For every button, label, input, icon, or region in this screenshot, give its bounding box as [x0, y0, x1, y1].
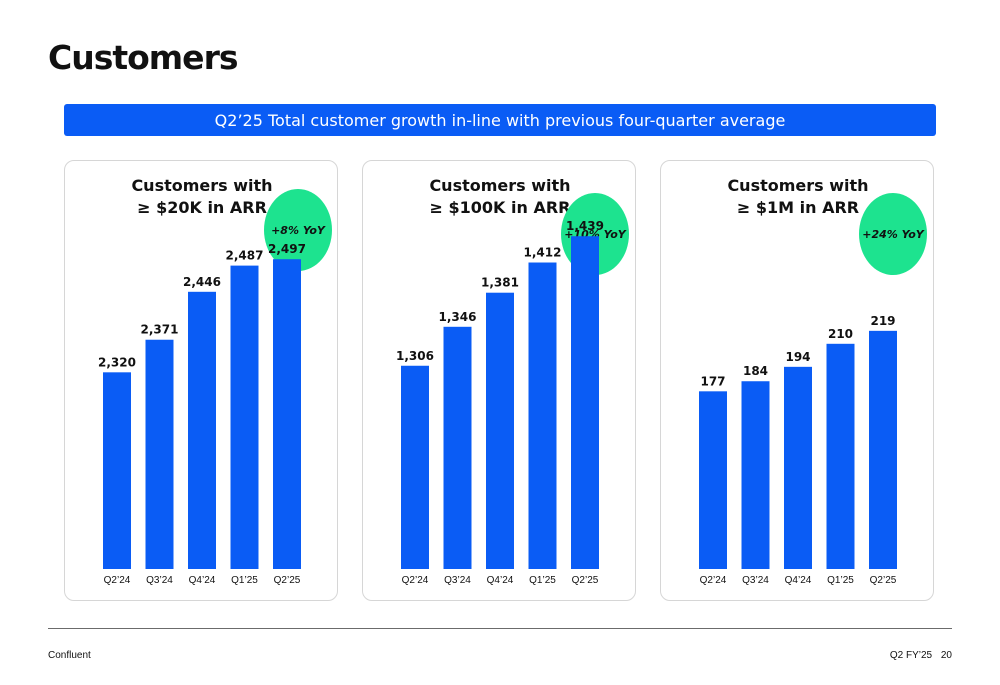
data-label: 2,487 [226, 249, 264, 263]
footer-divider [48, 628, 952, 629]
x-tick-label: Q3’24 [742, 575, 769, 586]
headline-banner: Q2’25 Total customer growth in-line with… [64, 104, 936, 136]
footer-info: Q2 FY’25 20 [884, 650, 952, 661]
bar-chart-100k: 1,306 Q2’24 1,346 Q3’24 1,381 Q4’24 1,412 Q1’25… [396, 219, 604, 586]
data-label: 1,381 [481, 276, 519, 290]
x-tick-label: Q2’24 [402, 575, 429, 586]
footer-company: Confluent [48, 650, 91, 661]
data-label: 2,446 [183, 275, 221, 289]
data-label: 2,320 [98, 355, 136, 369]
bar-3 [188, 291, 216, 569]
chart-title-line1: Customers with [429, 176, 571, 195]
chart-card-100k: Customers with ≥ $100K in ARR +10% YoY 1… [362, 160, 636, 601]
x-tick-label: Q2’24 [104, 575, 131, 586]
chart-card-1m: Customers with ≥ $1M in ARR +24% YoY 177… [660, 160, 934, 601]
chart-title: Customers with ≥ $1M in ARR [661, 175, 935, 219]
chart-card-20k: Customers with ≥ $20K in ARR +8% YoY 2,3… [64, 160, 338, 601]
x-tick-label: Q1’25 [827, 575, 854, 586]
bar-1 [699, 391, 727, 569]
yoy-badge: +24% YoY [859, 193, 927, 275]
bar-2 [741, 381, 770, 569]
x-tick-label: Q4’24 [487, 575, 514, 586]
footer-period: Q2 FY’25 [889, 650, 933, 661]
chart-title-line1: Customers with [727, 176, 869, 195]
bar-5 [869, 330, 897, 569]
data-label: 2,371 [141, 323, 179, 337]
bar-4 [528, 262, 557, 569]
bar-5 [273, 259, 301, 569]
x-tick-label: Q4’24 [189, 575, 216, 586]
x-tick-label: Q1’25 [231, 575, 258, 586]
bar-4 [230, 265, 259, 569]
chart-title-line2: ≥ $20K in ARR [137, 198, 267, 217]
data-label: 184 [743, 364, 768, 378]
chart-title-line1: Customers with [131, 176, 273, 195]
bar-5 [571, 236, 599, 569]
bar-1 [401, 365, 429, 569]
page-title: Customers [48, 38, 238, 77]
data-label: 177 [700, 374, 725, 388]
bar-3 [784, 366, 812, 569]
data-label: 1,306 [396, 349, 434, 363]
data-label: 210 [828, 327, 853, 341]
data-label: 1,346 [439, 310, 477, 324]
x-tick-label: Q2’25 [274, 575, 301, 586]
bar-chart-20k: 2,320 Q2’24 2,371 Q3’24 2,446 Q4’24 2,487 Q1’25… [98, 242, 306, 586]
data-label: 1,439 [566, 219, 604, 233]
chart-title-line2: ≥ $100K in ARR [429, 198, 571, 217]
x-tick-label: Q3’24 [444, 575, 471, 586]
yoy-badge: +8% YoY [264, 189, 332, 271]
bar-4 [826, 343, 855, 569]
chart-title: Customers with ≥ $20K in ARR [65, 175, 339, 219]
x-tick-label: Q2’24 [700, 575, 727, 586]
data-label: 1,412 [524, 246, 562, 260]
bar-2 [443, 326, 472, 569]
bar-chart-1m: 177 Q2’24 184 Q3’24 194 Q4’24 210 Q1’25 219 Q2’25 [699, 314, 897, 586]
x-tick-label: Q2’25 [572, 575, 599, 586]
bar-1 [103, 372, 131, 569]
bar-2 [145, 339, 174, 569]
data-label: 194 [785, 350, 810, 364]
bar-3 [486, 292, 514, 569]
x-tick-label: Q2’25 [870, 575, 897, 586]
footer-page-number: 20 [940, 650, 952, 661]
chart-title: Customers with ≥ $100K in ARR [363, 175, 637, 219]
data-label: 219 [870, 314, 895, 328]
chart-title-line2: ≥ $1M in ARR [736, 198, 860, 217]
x-tick-label: Q3’24 [146, 575, 173, 586]
x-tick-label: Q4’24 [785, 575, 812, 586]
data-label: 2,497 [268, 242, 306, 256]
x-tick-label: Q1’25 [529, 575, 556, 586]
